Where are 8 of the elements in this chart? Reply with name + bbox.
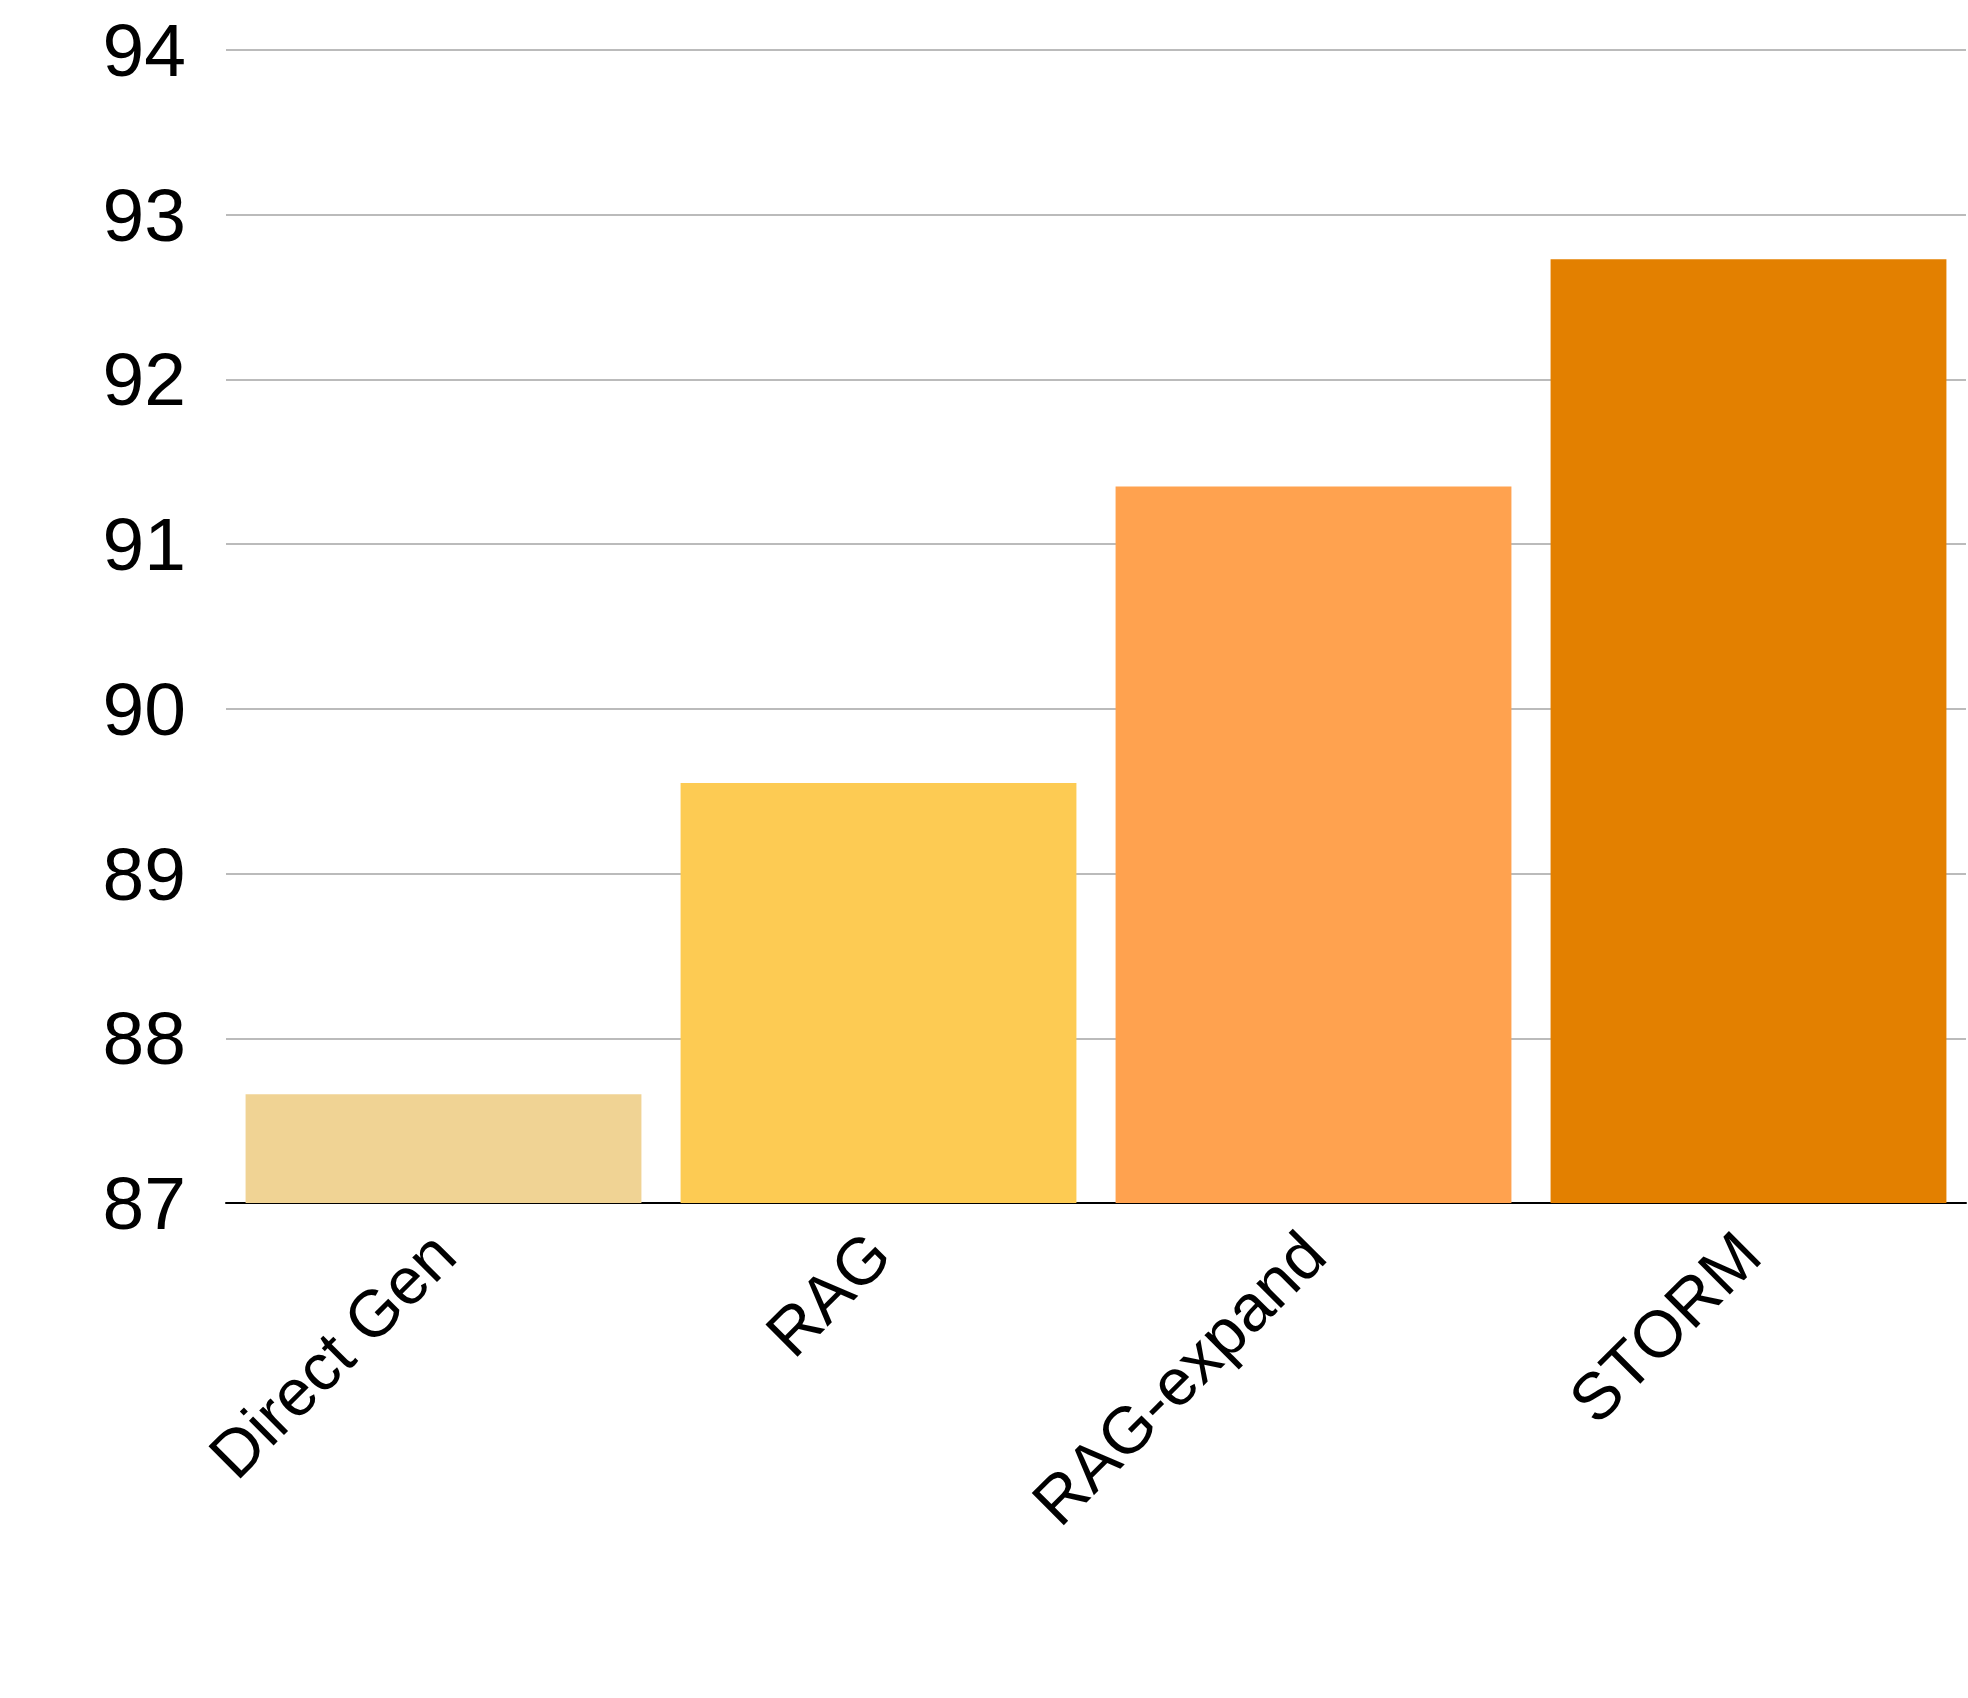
y-tick-label: 90 <box>102 666 186 751</box>
y-tick-label: 92 <box>102 337 186 422</box>
y-tick-label: 88 <box>102 996 186 1081</box>
y-tick-label: 94 <box>102 8 186 92</box>
y-tick-label: 93 <box>102 172 186 257</box>
y-tick-label: 89 <box>102 831 186 916</box>
y-tick-label: 87 <box>102 1161 186 1245</box>
y-tick-label: 91 <box>102 502 186 587</box>
